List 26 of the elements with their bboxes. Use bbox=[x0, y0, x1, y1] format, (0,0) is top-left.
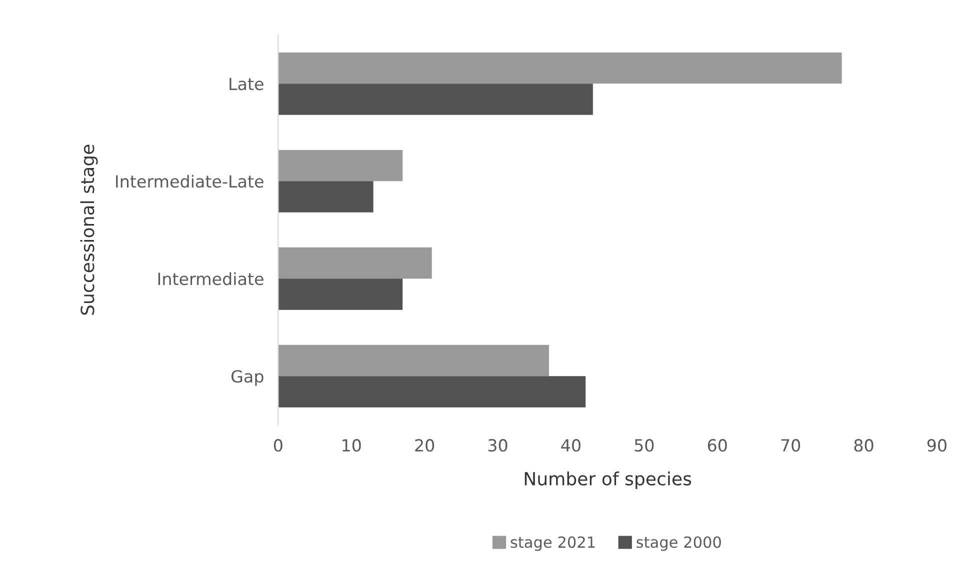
bar bbox=[278, 376, 586, 408]
bar bbox=[278, 52, 842, 84]
x-tick-label: 80 bbox=[854, 439, 874, 452]
bar bbox=[278, 150, 403, 182]
x-tick-label: 70 bbox=[781, 439, 800, 452]
bar bbox=[278, 247, 432, 279]
y-tick-label: Late bbox=[230, 78, 264, 90]
x-tick-label: 40 bbox=[561, 439, 580, 452]
x-tick-label: 0 bbox=[274, 439, 282, 452]
y-axis-title: Successional stage bbox=[80, 144, 98, 315]
y-tick-label: Gap bbox=[232, 370, 264, 386]
x-tick-label: 20 bbox=[415, 439, 434, 452]
bar bbox=[278, 84, 593, 115]
y-tick-label: Intermediate bbox=[158, 272, 264, 286]
bar bbox=[278, 278, 403, 310]
x-tick-label: 30 bbox=[488, 439, 508, 452]
x-tick-label: 50 bbox=[634, 439, 654, 452]
x-tick-label: 60 bbox=[708, 439, 727, 452]
x-axis-title: Number of species bbox=[524, 472, 692, 490]
y-tick-label: Intermediate-Late bbox=[116, 174, 264, 188]
x-tick-label: 90 bbox=[927, 439, 946, 452]
x-tick-label: 10 bbox=[342, 439, 361, 452]
legend-label: stage 2021 bbox=[510, 536, 595, 551]
bar bbox=[278, 344, 549, 376]
bar bbox=[278, 181, 374, 212]
legend-label: stage 2000 bbox=[636, 536, 721, 551]
